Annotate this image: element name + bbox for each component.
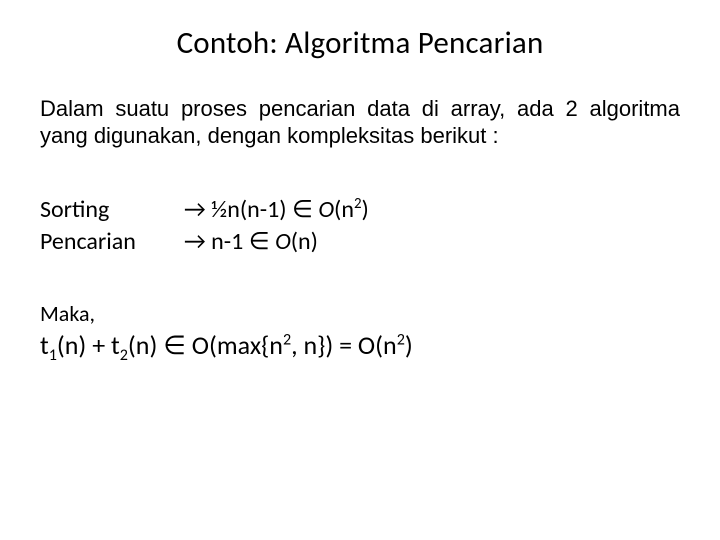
algorithm-row-sorting: Sorting → ½n(n-1) ∈ O(n2) xyxy=(40,194,680,226)
element-of-icon: ∈ xyxy=(249,227,270,256)
subscript: 1 xyxy=(49,347,57,366)
expr-part: (n) xyxy=(291,227,318,256)
algorithm-expression: → n-1 ∈ O(n) xyxy=(184,226,318,258)
expr-part: (max{n xyxy=(209,329,283,361)
subscript: 2 xyxy=(120,347,128,366)
page-title: Contoh: Algoritma Pencarian xyxy=(40,24,680,62)
element-of-icon: ∈ xyxy=(163,329,186,361)
superscript: 2 xyxy=(397,331,405,350)
expr-part: ) xyxy=(361,195,368,224)
element-of-icon: ∈ xyxy=(292,195,313,224)
expr-part: (n) + t xyxy=(57,329,120,361)
expr-part: n-1 xyxy=(211,227,249,256)
algorithm-expression: → ½n(n-1) ∈ O(n2) xyxy=(184,194,369,226)
expr-part: ) xyxy=(405,329,413,361)
maka-label: Maka, xyxy=(40,300,680,327)
arrow-icon: → xyxy=(184,195,206,224)
algorithm-row-pencarian: Pencarian → n-1 ∈ O(n) xyxy=(40,226,680,258)
expr-part: , n}) = O(n xyxy=(291,329,397,361)
algorithm-label: Pencarian xyxy=(40,226,184,258)
expr-part: (n xyxy=(334,195,354,224)
big-o: O xyxy=(192,329,209,361)
big-o: O xyxy=(275,227,291,256)
algorithm-list: Sorting → ½n(n-1) ∈ O(n2) Pencarian → n-… xyxy=(40,194,680,259)
final-expression: t1(n) + t2(n) ∈ O(max{n2, n}) = O(n2) xyxy=(40,329,680,361)
expr-part: t xyxy=(40,329,49,361)
big-o: O xyxy=(318,195,334,224)
algorithm-label: Sorting xyxy=(40,194,184,226)
expr-part: ½n(n-1) xyxy=(211,195,292,224)
arrow-icon: → xyxy=(184,227,206,256)
expr-part: (n) xyxy=(128,329,163,361)
superscript: 2 xyxy=(283,331,291,350)
intro-paragraph: Dalam suatu proses pencarian data di arr… xyxy=(40,96,680,150)
